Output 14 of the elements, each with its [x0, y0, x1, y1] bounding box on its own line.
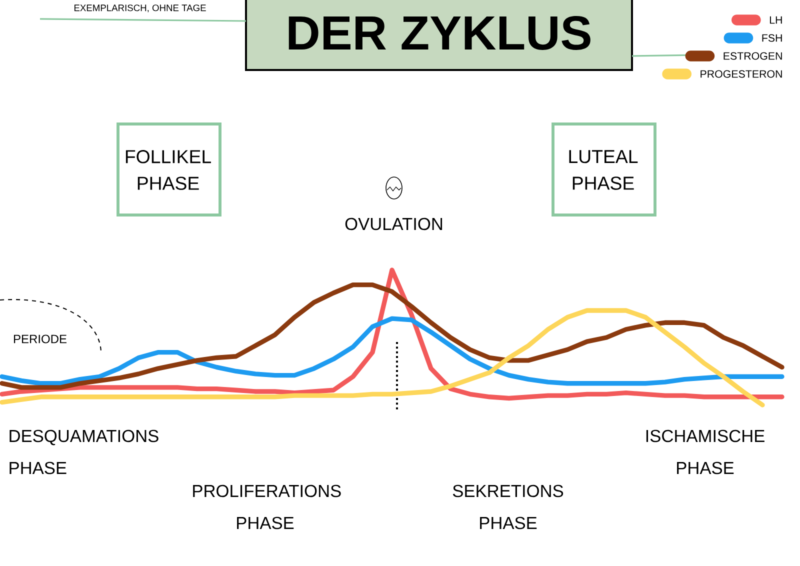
- legend-label: ESTROGEN: [724, 52, 782, 60]
- chart-title: DER ZYKLUS: [288, 16, 590, 50]
- legend-label: FSH: [762, 34, 782, 42]
- text: ISCHAMISCHE PHASE: [646, 430, 764, 474]
- text: LUTEAL PHASE: [569, 150, 638, 190]
- text: OVULATION: [345, 218, 442, 230]
- legend-label: LH: [770, 16, 782, 24]
- text: DESQUAMATIONS PHASE: [10, 430, 158, 474]
- chart-subtitle: EXEMPLARISCH, OHNE TAGE: [74, 4, 206, 12]
- text: SEKRETIONS PHASE: [452, 484, 564, 530]
- text: FOLLIKEL PHASE: [126, 150, 211, 190]
- annotation: PERIODE: [14, 334, 66, 344]
- text: PROLIFERATIONS PHASE: [193, 484, 341, 530]
- legend-label: PROGESTERON: [700, 70, 782, 78]
